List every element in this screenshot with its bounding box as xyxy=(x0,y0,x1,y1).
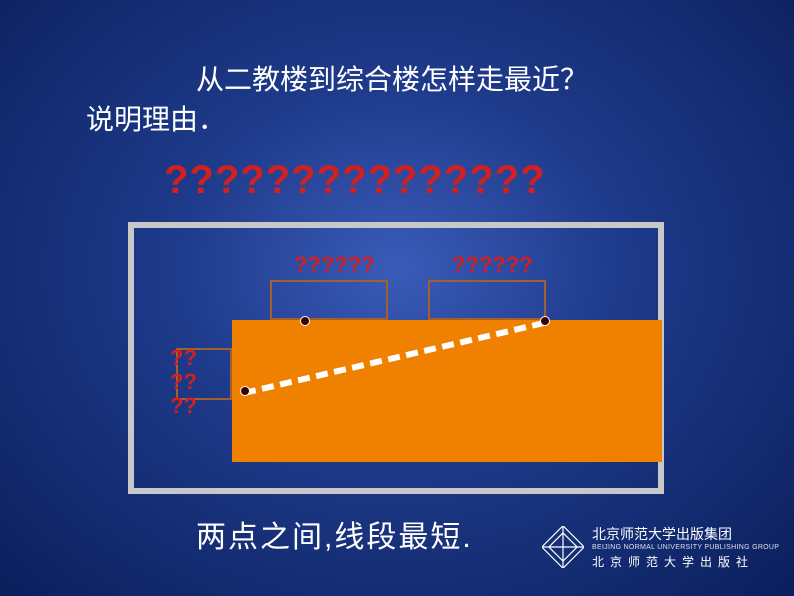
vertical-label: ?? ?? ?? xyxy=(170,346,197,419)
point-b xyxy=(300,316,310,326)
logo-diamond-icon xyxy=(542,526,584,568)
logo-text: 北京师范大学出版集团 BEIJING NORMAL UNIVERSITY PUB… xyxy=(592,524,779,570)
answer-text: 两点之间,线段最短. xyxy=(196,512,473,556)
vertical-label-line: ?? xyxy=(170,394,197,418)
top-label-b: ?????? xyxy=(452,252,533,278)
vertical-label-line: ?? xyxy=(170,346,197,370)
question-line2: 说明理由． xyxy=(86,98,226,138)
orange-building xyxy=(232,320,662,462)
aux-rect-top-a xyxy=(270,280,388,320)
publisher-logo: 北京师范大学出版集团 BEIJING NORMAL UNIVERSITY PUB… xyxy=(542,524,779,570)
main-question-marks: ??????????????? xyxy=(164,158,546,203)
vertical-label-line: ?? xyxy=(170,370,197,394)
question-line1: 从二教楼到综合楼怎样走最近？ xyxy=(196,58,588,98)
logo-sub: 北京师范大学出版社 xyxy=(592,553,779,570)
top-label-a: ?????? xyxy=(294,252,375,278)
aux-rect-top-b xyxy=(428,280,546,320)
logo-cn: 北京师范大学出版集团 xyxy=(592,524,779,544)
point-c xyxy=(540,316,550,326)
point-a xyxy=(240,386,250,396)
logo-en: BEIJING NORMAL UNIVERSITY PUBLISHING GRO… xyxy=(592,544,779,551)
